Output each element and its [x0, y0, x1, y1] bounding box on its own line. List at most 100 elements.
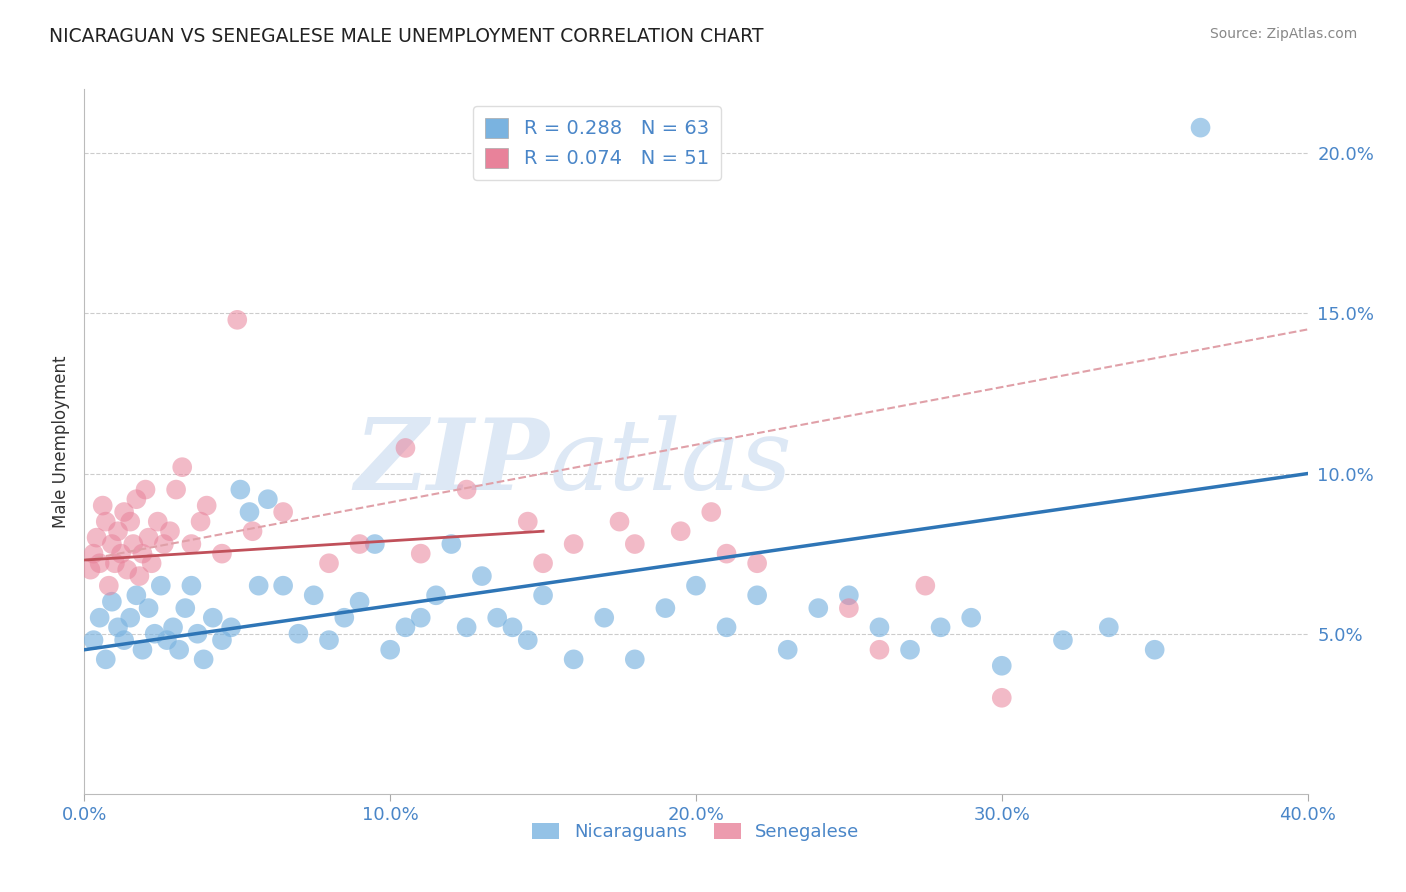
Point [593, 610, 616, 624]
Point [516, 633, 538, 648]
Point [562, 652, 585, 666]
Point [167, 642, 190, 657]
Point [201, 610, 224, 624]
Point [914, 579, 936, 593]
Point [242, 524, 264, 539]
Point [89, 610, 111, 624]
Point [364, 537, 387, 551]
Point [257, 492, 280, 507]
Point [1098, 620, 1121, 634]
Point [165, 483, 187, 497]
Point [425, 588, 447, 602]
Point [685, 579, 707, 593]
Point [107, 524, 129, 539]
Point [1143, 642, 1166, 657]
Point [716, 547, 738, 561]
Point [226, 313, 249, 327]
Point [531, 556, 554, 570]
Point [104, 556, 127, 570]
Point [960, 610, 983, 624]
Point [624, 652, 647, 666]
Point [143, 626, 166, 640]
Point [149, 579, 172, 593]
Point [1052, 633, 1074, 648]
Point [172, 460, 194, 475]
Legend: Nicaraguans, Senegalese: Nicaraguans, Senegalese [524, 815, 868, 848]
Point [122, 537, 145, 551]
Point [131, 547, 153, 561]
Text: Source: ZipAtlas.com: Source: ZipAtlas.com [1209, 27, 1357, 41]
Point [349, 595, 371, 609]
Point [318, 633, 340, 648]
Point [486, 610, 509, 624]
Point [776, 642, 799, 657]
Point [609, 515, 631, 529]
Point [174, 601, 197, 615]
Point [83, 547, 105, 561]
Point [79, 563, 101, 577]
Point [238, 505, 260, 519]
Point [869, 620, 891, 634]
Point [562, 537, 585, 551]
Point [456, 620, 478, 634]
Point [898, 642, 921, 657]
Point [1189, 120, 1212, 135]
Point [190, 515, 212, 529]
Point [211, 633, 233, 648]
Point [869, 642, 891, 657]
Point [502, 620, 524, 634]
Point [91, 499, 114, 513]
Point [271, 505, 294, 519]
Point [747, 556, 769, 570]
Point [159, 524, 181, 539]
Point [409, 610, 432, 624]
Point [247, 579, 270, 593]
Point [318, 556, 340, 570]
Point [115, 563, 138, 577]
Point [271, 579, 294, 593]
Point [138, 531, 160, 545]
Point [94, 515, 117, 529]
Point [333, 610, 356, 624]
Point [94, 652, 117, 666]
Point [991, 658, 1014, 673]
Point [153, 537, 176, 551]
Point [380, 642, 402, 657]
Point [456, 483, 478, 497]
Point [141, 556, 163, 570]
Point [229, 483, 252, 497]
Point [107, 620, 129, 634]
Y-axis label: Male Unemployment: Male Unemployment [52, 355, 70, 528]
Point [929, 620, 952, 634]
Point [162, 620, 184, 634]
Point [89, 556, 111, 570]
Point [125, 588, 148, 602]
Point [409, 547, 432, 561]
Point [131, 642, 153, 657]
Point [531, 588, 554, 602]
Point [624, 537, 647, 551]
Point [838, 588, 860, 602]
Point [471, 569, 494, 583]
Point [654, 601, 676, 615]
Point [180, 537, 202, 551]
Point [440, 537, 463, 551]
Point [112, 505, 135, 519]
Point [349, 537, 371, 551]
Point [135, 483, 157, 497]
Point [193, 652, 215, 666]
Point [287, 626, 309, 640]
Point [394, 620, 416, 634]
Text: atlas: atlas [550, 415, 792, 510]
Point [180, 579, 202, 593]
Point [156, 633, 179, 648]
Point [83, 633, 105, 648]
Point [112, 633, 135, 648]
Point [516, 515, 538, 529]
Point [128, 569, 150, 583]
Point [700, 505, 723, 519]
Point [195, 499, 218, 513]
Point [110, 547, 132, 561]
Point [211, 547, 233, 561]
Point [186, 626, 208, 640]
